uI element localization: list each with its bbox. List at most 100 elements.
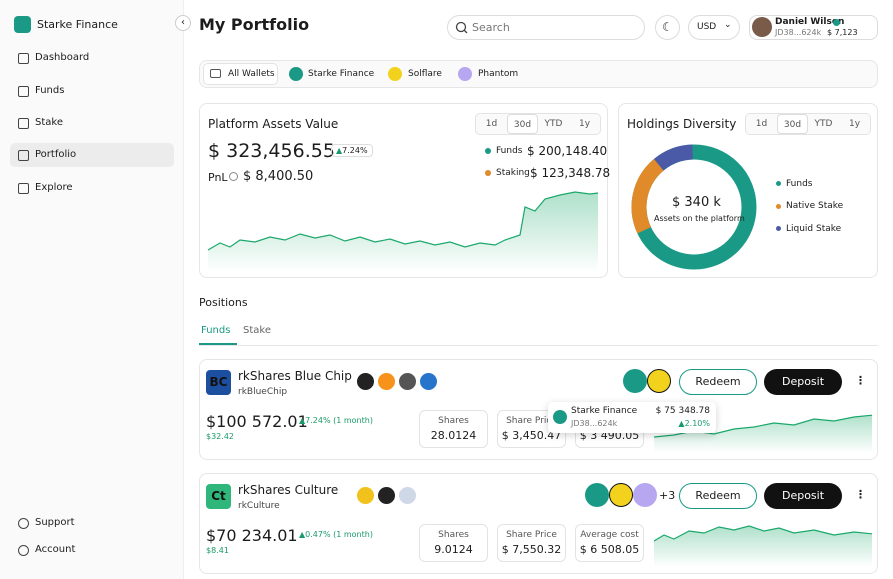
change-badge: ▲7.24%	[331, 144, 373, 157]
fund-pnl: $8.41	[206, 546, 229, 555]
range[interactable]: 1d	[755, 119, 768, 129]
wallet-tab[interactable]: Solflare	[408, 69, 442, 79]
sidebar	[0, 0, 184, 579]
avatar	[752, 17, 772, 37]
wallet-icon	[647, 369, 671, 393]
wallet-bar	[199, 60, 878, 88]
legend-dot	[485, 170, 491, 176]
menu-button[interactable]: ⋮	[855, 374, 866, 387]
stat-value: 28.0124	[430, 429, 477, 442]
fund-ticker: rkCulture	[238, 501, 280, 511]
nav-active-bg	[10, 143, 174, 167]
range[interactable]: 30d	[777, 114, 808, 134]
nav-item[interactable]: Account	[35, 544, 76, 555]
fund-value: $100 572.01	[206, 412, 308, 431]
verified	[833, 19, 840, 26]
range[interactable]: YTD	[814, 119, 833, 129]
stat-box: Average cost $ 6 508.05	[575, 524, 644, 562]
page-title: My Portfolio	[199, 15, 310, 34]
asset-icon	[377, 486, 396, 505]
wallet-tab[interactable]: Phantom	[478, 69, 519, 79]
stat-value: $ 3,450.47	[501, 429, 562, 442]
donut-caption: Assets on the platform	[654, 214, 745, 223]
platform-value: $ 323,456.55	[208, 140, 335, 162]
wallet-icon	[585, 483, 609, 507]
tooltip-change: ▲2.10%	[678, 419, 710, 428]
tab[interactable]: Funds	[201, 325, 231, 336]
nav-icon	[18, 545, 29, 556]
range[interactable]: 30d	[507, 114, 538, 134]
legend-dot	[485, 148, 491, 154]
wallet-active[interactable]	[203, 63, 278, 85]
asset-icon	[356, 486, 375, 505]
deposit-button[interactable]: Deposit	[764, 369, 842, 395]
stat-label: Share Price	[506, 530, 557, 540]
tab-line	[199, 345, 878, 346]
info-icon	[229, 172, 238, 181]
nav-item[interactable]: Dashboard	[35, 52, 90, 63]
legend-dot	[776, 204, 781, 209]
nav-item[interactable]: Funds	[35, 85, 65, 96]
nav-item[interactable]: Portfolio	[35, 149, 77, 160]
range[interactable]: YTD	[544, 119, 563, 129]
range-selector: 1d 30d YTD 1y	[745, 113, 871, 135]
fund-ticker: rkBlueChip	[238, 387, 288, 397]
wallet-tab[interactable]: Starke Finance	[308, 69, 375, 79]
donut	[631, 144, 757, 270]
range-selector: 1d 30d YTD 1y	[475, 113, 601, 135]
nav-item[interactable]: Support	[35, 517, 75, 528]
wallet-icon	[289, 67, 303, 81]
asset-icon	[419, 372, 438, 391]
fund-name: rkShares Blue Chip	[238, 369, 352, 383]
sparkline	[207, 191, 599, 273]
range[interactable]: 1y	[848, 119, 861, 129]
tooltip: Starke Finance $ 75 348.78 JD38...624k ▲…	[548, 402, 716, 433]
redeem-button[interactable]: Redeem	[679, 483, 757, 509]
pnl-label: PnL	[208, 171, 228, 184]
menu-button[interactable]: ⋮	[855, 488, 866, 501]
legend-dot	[776, 181, 781, 186]
nav-icon	[18, 53, 29, 64]
fund-change: ▲7.24% (1 month)	[299, 416, 373, 425]
legend-value: $ 123,348.78	[530, 166, 611, 180]
legend-dot	[776, 226, 781, 231]
user-wallet: JD38...624k	[775, 28, 822, 37]
asset-icon	[356, 372, 375, 391]
fund-logo: BC	[206, 370, 231, 395]
legend-name: Funds	[496, 146, 523, 156]
tooltip-wallet: JD38...624k	[571, 419, 618, 428]
deposit-button[interactable]: Deposit	[764, 483, 842, 509]
wallet-icon	[633, 483, 657, 507]
legend-value: $ 200,148.40	[527, 144, 608, 158]
search-placeholder: Search	[472, 21, 510, 34]
stat-label: Average cost	[580, 530, 639, 540]
nav-icon	[18, 518, 29, 529]
legend-name: Liquid Stake	[786, 224, 842, 234]
tooltip-change-value: 2.10%	[684, 419, 710, 428]
fund-sparkline	[654, 525, 872, 567]
collapse-button[interactable]: ‹	[175, 15, 191, 31]
stat-label: Shares	[438, 416, 469, 426]
range[interactable]: 1d	[485, 119, 498, 129]
wallet-tab[interactable]: All Wallets	[228, 69, 275, 79]
wallet-icon	[210, 69, 221, 78]
fund-change-value: 7.24% (1 month)	[305, 416, 373, 425]
fund-change: ▲0.47% (1 month)	[299, 530, 373, 539]
nav-icon	[18, 150, 29, 161]
currency-select[interactable]	[688, 15, 740, 40]
brand-logo	[14, 16, 31, 33]
nav-item[interactable]: Explore	[35, 182, 73, 193]
donut-total: $ 340 k	[672, 195, 721, 210]
tab[interactable]: Stake	[243, 325, 271, 336]
search-box[interactable]	[447, 15, 645, 40]
nav-item[interactable]: Stake	[35, 117, 63, 128]
currency: USD	[697, 22, 717, 32]
wallet-icon	[623, 369, 647, 393]
theme-toggle[interactable]: ☾	[655, 15, 680, 40]
brand: Starke Finance	[37, 18, 118, 31]
redeem-button[interactable]: Redeem	[679, 369, 757, 395]
card-title: Holdings Diversity	[627, 117, 737, 131]
range[interactable]: 1y	[578, 119, 591, 129]
nav-icon	[18, 183, 29, 194]
fund-change-value: 0.47% (1 month)	[305, 530, 373, 539]
